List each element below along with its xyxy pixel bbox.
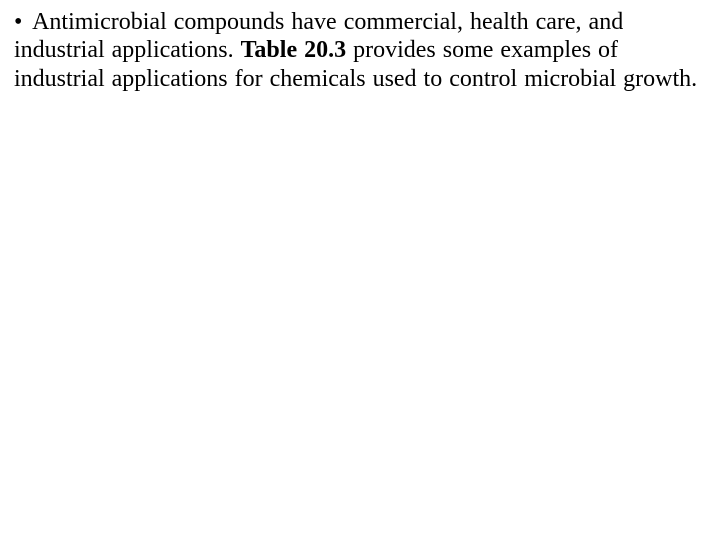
table-reference: Table 20.3	[241, 37, 346, 63]
bullet-paragraph: • Antimicrobial compounds have commercia…	[14, 8, 706, 93]
slide: • Antimicrobial compounds have commercia…	[0, 0, 720, 540]
bullet-mark: •	[14, 9, 22, 35]
